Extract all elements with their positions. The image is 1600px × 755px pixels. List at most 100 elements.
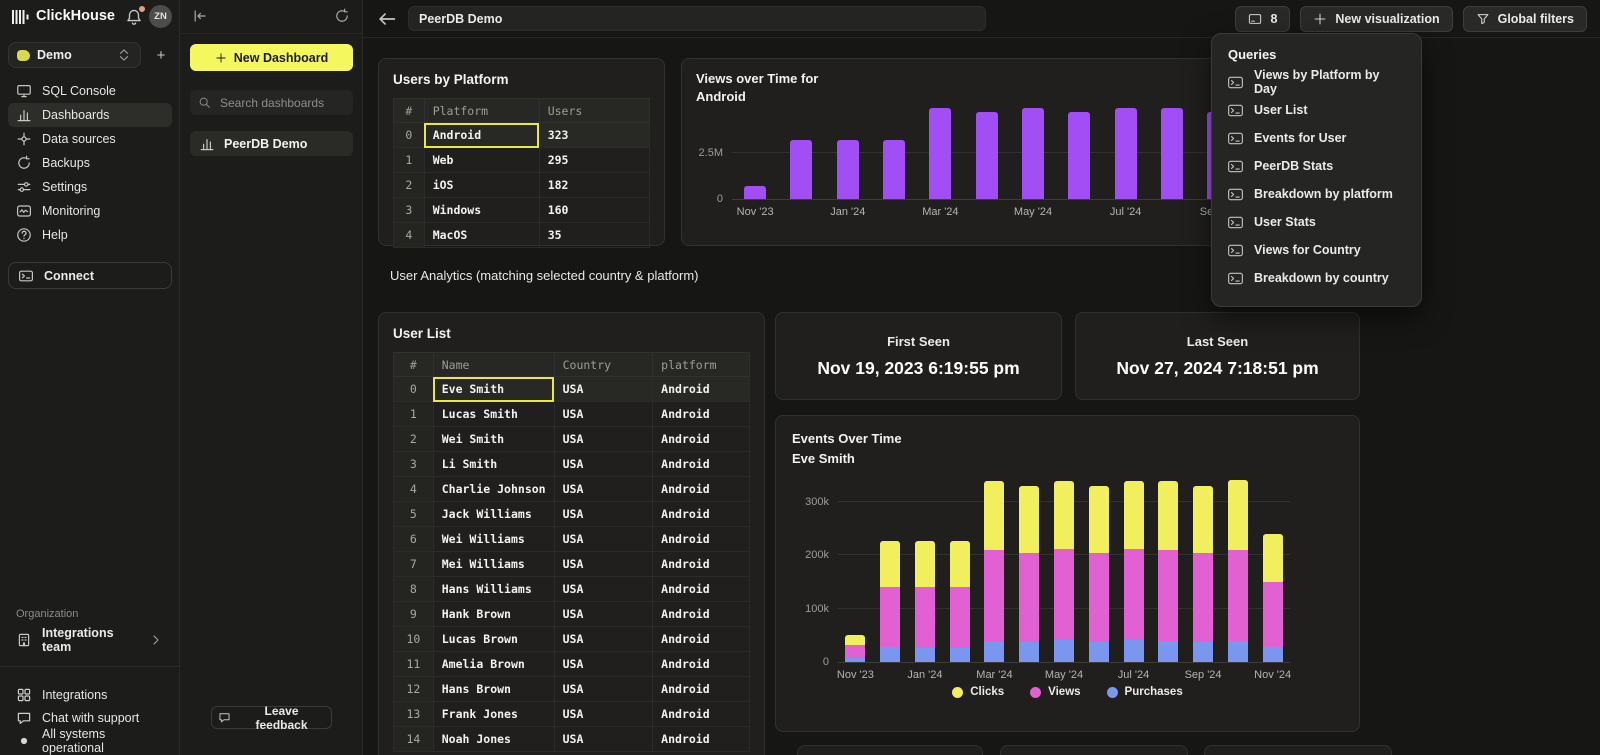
cell[interactable]: 323	[539, 123, 649, 148]
add-workspace-button[interactable]: +	[150, 44, 172, 66]
cell[interactable]: 5	[394, 502, 434, 527]
cell[interactable]: Android	[653, 577, 750, 602]
cell[interactable]: Mei Williams	[433, 552, 554, 577]
cell[interactable]: Android	[653, 552, 750, 577]
cell[interactable]: 6	[394, 527, 434, 552]
bar-segment[interactable]	[1115, 108, 1137, 199]
bar-segment[interactable]	[880, 647, 900, 662]
cell[interactable]: MacOS	[424, 223, 539, 248]
bar-segment[interactable]	[883, 140, 905, 199]
dashboard-title-input[interactable]	[408, 6, 986, 31]
cell[interactable]: Android	[653, 602, 750, 627]
bar-segment[interactable]	[915, 587, 935, 648]
footer-item-integrations[interactable]: Integrations	[8, 683, 172, 706]
cell[interactable]: 160	[539, 198, 649, 223]
query-item-views-by-platform-by-day[interactable]: Views by Platform by Day	[1212, 68, 1421, 96]
cell[interactable]: 4	[394, 477, 434, 502]
cell[interactable]: Charlie Johnson	[433, 477, 554, 502]
bar-segment[interactable]	[929, 108, 951, 199]
cell[interactable]: Frank Jones	[433, 702, 554, 727]
avatar[interactable]: ZN	[149, 5, 172, 28]
cell[interactable]: Android	[424, 123, 539, 148]
cell[interactable]: Hans Williams	[433, 577, 554, 602]
bar-segment[interactable]	[744, 186, 766, 199]
cell[interactable]: Li Smith	[433, 452, 554, 477]
bar-segment[interactable]	[1158, 550, 1178, 641]
leave-feedback-button[interactable]: Leave feedback	[211, 706, 332, 729]
bar-segment[interactable]	[1158, 641, 1178, 662]
cell[interactable]: USA	[554, 652, 653, 677]
bar-segment[interactable]	[1263, 534, 1283, 582]
bar-segment[interactable]	[790, 140, 812, 199]
cell[interactable]: iOS	[424, 173, 539, 198]
bar-segment[interactable]	[1054, 640, 1074, 662]
cell[interactable]: Android	[653, 377, 750, 402]
bar-segment[interactable]	[1124, 549, 1144, 639]
bar-segment[interactable]	[1054, 481, 1074, 550]
cell[interactable]: USA	[554, 527, 653, 552]
cell[interactable]: Hans Brown	[433, 677, 554, 702]
bar-segment[interactable]	[1161, 108, 1183, 199]
bar-segment[interactable]	[1068, 112, 1090, 199]
cell[interactable]: USA	[554, 677, 653, 702]
search-input[interactable]	[218, 95, 345, 111]
cell[interactable]: Android	[653, 627, 750, 652]
bar-segment[interactable]	[1228, 641, 1248, 662]
cell[interactable]: Windows	[424, 198, 539, 223]
cell[interactable]: Lucas Smith	[433, 402, 554, 427]
cell[interactable]: Android	[653, 452, 750, 477]
cell[interactable]: Android	[653, 677, 750, 702]
back-arrow-icon[interactable]	[376, 8, 398, 30]
cell[interactable]: 3	[394, 198, 425, 223]
bar-segment[interactable]	[1022, 108, 1044, 199]
cell[interactable]: 2	[394, 173, 425, 198]
bar-segment[interactable]	[984, 642, 1004, 662]
cell[interactable]: 1	[394, 402, 434, 427]
sidebar-item-data-sources[interactable]: Data sources	[8, 127, 172, 151]
query-item-breakdown-by-country[interactable]: Breakdown by country	[1212, 264, 1421, 292]
cell[interactable]: Android	[653, 652, 750, 677]
bar-segment[interactable]	[1193, 642, 1213, 662]
cell[interactable]: USA	[554, 552, 653, 577]
cell[interactable]: Eve Smith	[433, 377, 554, 402]
cell[interactable]: Lucas Brown	[433, 627, 554, 652]
cell[interactable]: 0	[394, 377, 434, 402]
bar-segment[interactable]	[1228, 550, 1248, 641]
cell[interactable]: 11	[394, 652, 434, 677]
cell[interactable]: 4	[394, 223, 425, 248]
cell[interactable]: USA	[554, 577, 653, 602]
cell[interactable]: 295	[539, 148, 649, 173]
sidebar-item-backups[interactable]: Backups	[8, 151, 172, 175]
sidebar-item-integrations-team[interactable]: Integrations team	[8, 628, 172, 652]
cell[interactable]: Android	[653, 427, 750, 452]
bar-segment[interactable]	[837, 140, 859, 199]
workspace-selector[interactable]: Demo	[8, 42, 141, 68]
dashboard-search[interactable]	[190, 90, 353, 115]
cell[interactable]: Web	[424, 148, 539, 173]
refresh-icon[interactable]	[334, 8, 350, 24]
cell[interactable]: Android	[653, 502, 750, 527]
cell[interactable]: 14	[394, 727, 434, 752]
cell[interactable]: USA	[554, 727, 653, 752]
cell[interactable]: USA	[554, 477, 653, 502]
cell[interactable]: Wei Williams	[433, 527, 554, 552]
cell[interactable]: 0	[394, 123, 425, 148]
cell[interactable]: USA	[554, 377, 653, 402]
query-item-peerdb-stats[interactable]: PeerDB Stats	[1212, 152, 1421, 180]
bar-segment[interactable]	[845, 658, 865, 662]
bar-segment[interactable]	[976, 112, 998, 199]
bar-segment[interactable]	[1193, 553, 1213, 642]
cell[interactable]: USA	[554, 627, 653, 652]
cell[interactable]: 10	[394, 627, 434, 652]
cell[interactable]: Android	[653, 727, 750, 752]
queries-count-button[interactable]: 8	[1235, 6, 1290, 32]
bar-segment[interactable]	[1158, 481, 1178, 550]
bar-segment[interactable]	[845, 645, 865, 658]
bar-segment[interactable]	[915, 541, 935, 587]
bar-segment[interactable]	[1124, 640, 1144, 662]
sidebar-item-dashboards[interactable]: Dashboards	[8, 103, 172, 127]
bar-segment[interactable]	[880, 541, 900, 587]
collapse-panel-icon[interactable]	[192, 8, 208, 24]
bar-segment[interactable]	[950, 648, 970, 662]
bar-segment[interactable]	[1263, 582, 1283, 647]
